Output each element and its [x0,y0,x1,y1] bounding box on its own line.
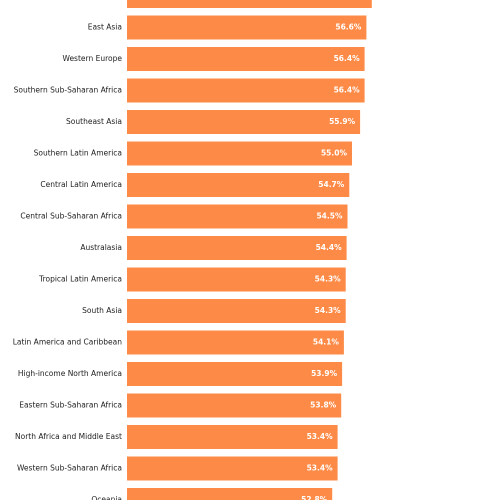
value-label: 54.5% [316,212,343,221]
value-label: 56.6% [335,23,362,32]
value-label: 54.1% [313,338,340,347]
bar [127,299,346,323]
bar [127,236,347,260]
value-label: 54.3% [315,275,342,284]
category-label: East Asia [88,23,122,32]
category-label: High-income North America [18,369,122,378]
value-label: 53.4% [307,432,334,441]
value-label: 54.4% [316,243,343,252]
category-label: Western Europe [62,54,122,63]
bar [127,0,372,8]
category-label: Oceania [91,495,122,500]
value-label: 53.4% [307,464,334,473]
bar [127,362,343,386]
bar [127,425,338,449]
category-label: North Africa and Middle East [15,432,122,441]
value-label: 56.4% [334,54,361,63]
category-label: Southern Latin America [34,149,122,158]
value-label: 54.7% [318,180,345,189]
bar [127,456,338,481]
bar [127,141,352,166]
category-label: Central Sub-Saharan Africa [20,212,122,221]
category-label: Southern Sub-Saharan Africa [14,86,122,95]
bar [127,393,342,418]
category-label: South Asia [82,306,122,315]
bar [127,267,346,292]
bar [127,330,344,355]
value-label: 56.4% [334,86,361,95]
value-label: 53.9% [311,369,338,378]
bar [127,204,348,229]
category-label: Australasia [80,243,122,252]
bar [127,488,333,500]
value-label: 54.3% [315,306,342,315]
bar [127,15,367,40]
value-label: 52.8% [301,495,328,500]
value-label: 53.8% [310,401,337,410]
bar [127,78,365,103]
category-label: Southeast Asia [66,117,122,126]
value-label: 55.0% [321,149,348,158]
bar [127,47,365,71]
bar [127,110,361,134]
bar [127,173,350,197]
category-label: Eastern Sub-Saharan Africa [19,401,122,410]
category-label: Tropical Latin America [38,275,122,284]
category-label: Latin America and Caribbean [13,338,122,347]
category-label: Western Sub-Saharan Africa [17,464,122,473]
value-label: 55.9% [329,117,356,126]
category-label: Central Latin America [40,180,122,189]
